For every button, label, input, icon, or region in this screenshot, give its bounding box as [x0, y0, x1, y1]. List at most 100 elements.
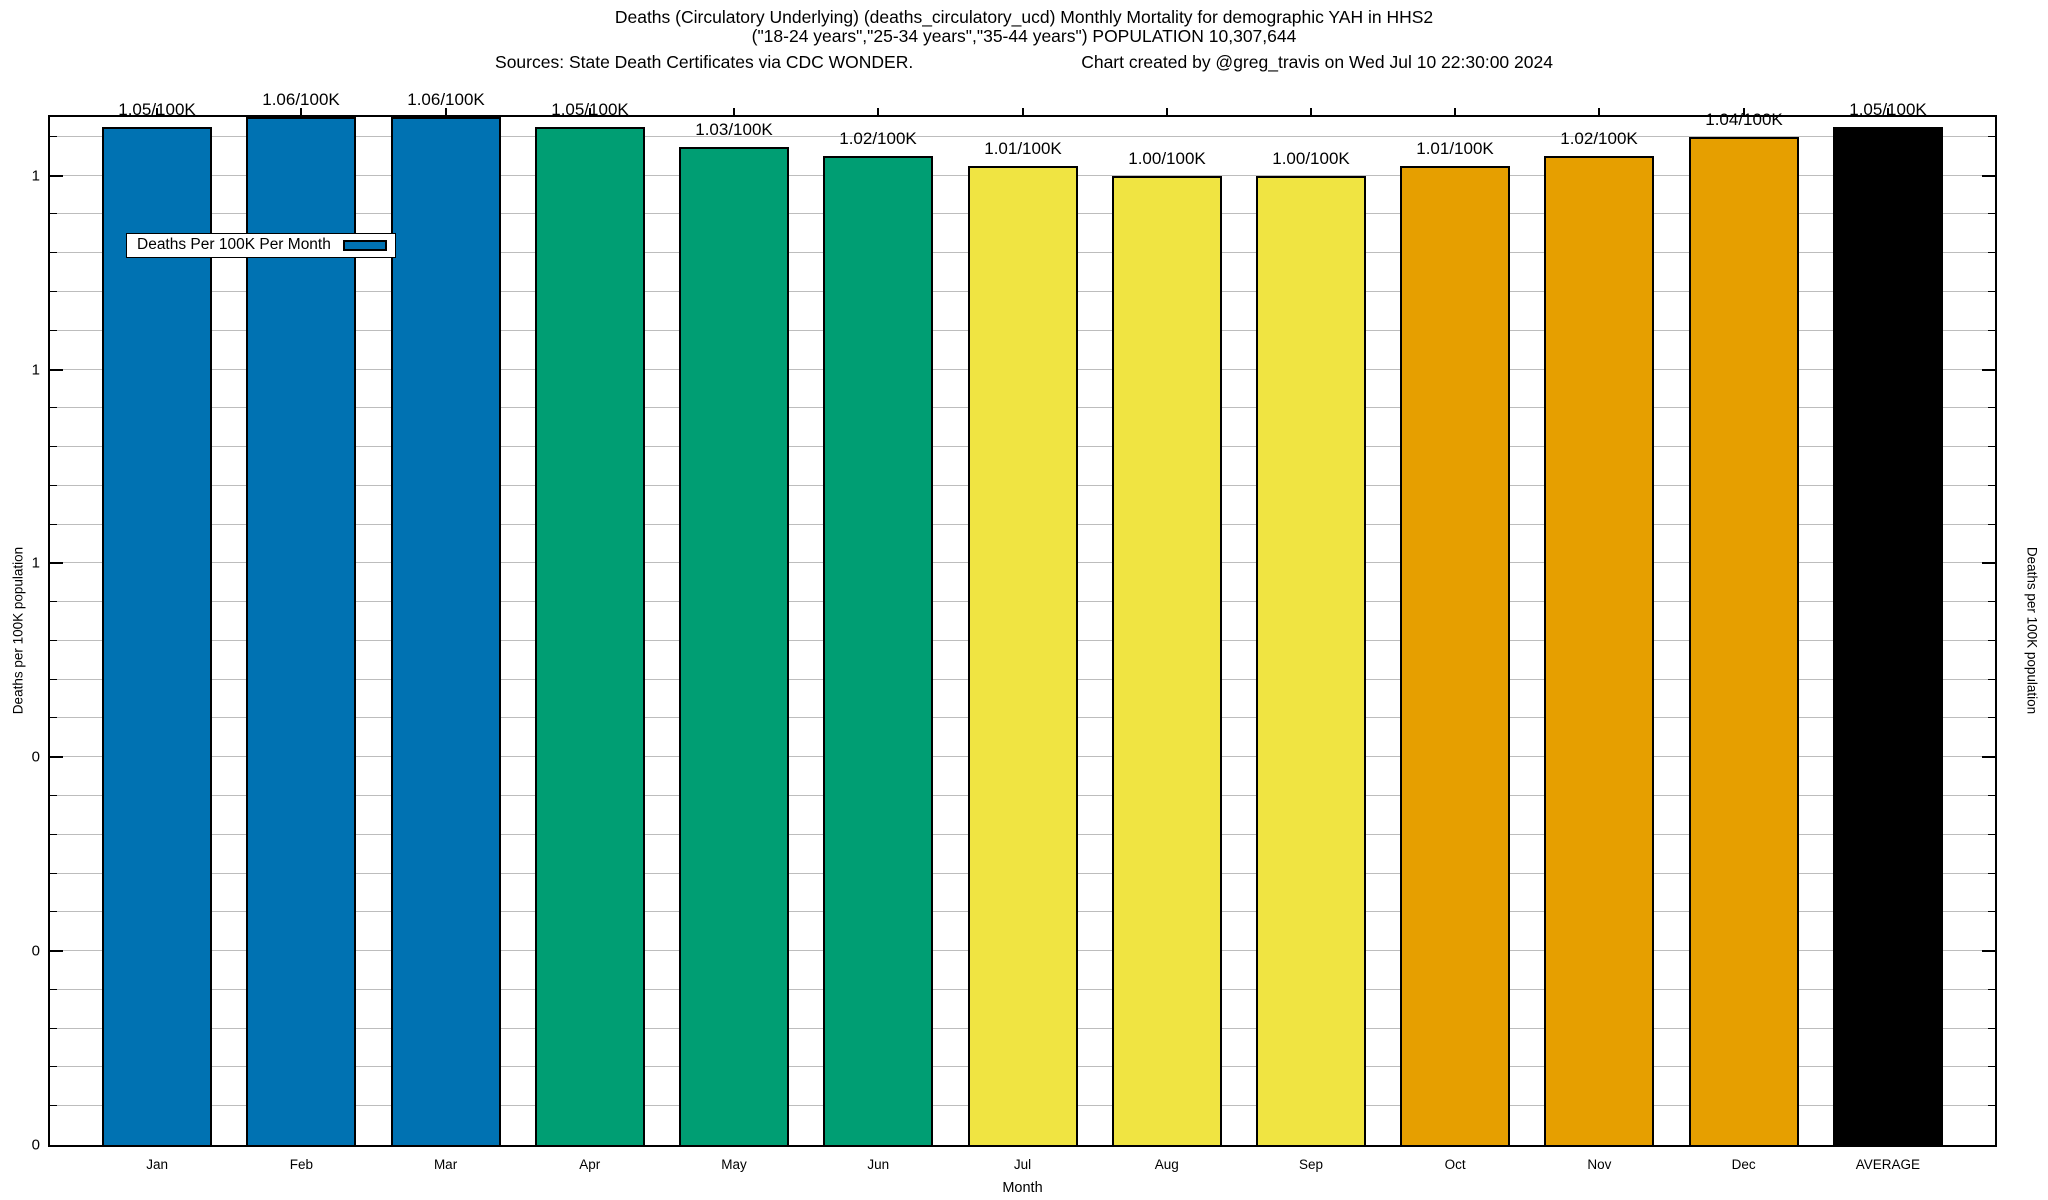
chart-title-line3: Sources: State Death Certificates via CD…	[0, 53, 2048, 72]
chart-credit-note: Chart created by @greg_travis on Wed Jul…	[1081, 52, 1553, 72]
y-minor-tick	[50, 1105, 57, 1106]
y-minor-tick	[50, 524, 57, 525]
y-tick-label: 0	[31, 1136, 40, 1154]
y-minor-tick	[50, 1028, 57, 1029]
bar-dec	[1689, 137, 1799, 1145]
y-minor-tick	[50, 640, 57, 641]
chart-title-line2: ("18-24 years","25-34 years","35-44 year…	[751, 26, 1297, 46]
plot-canvas: 1.05/100K1.06/100K1.06/100K1.05/100K1.03…	[50, 90, 1995, 1145]
y-minor-tick	[1988, 795, 1995, 796]
y-major-tick	[50, 562, 63, 564]
y-minor-tick	[50, 873, 57, 874]
y-axis-label-left: Deaths per 100K population	[10, 546, 26, 715]
y-minor-tick	[1988, 911, 1995, 912]
x-tick-label-nov: Nov	[1587, 1157, 1612, 1172]
y-minor-tick	[1988, 1028, 1995, 1029]
y-minor-tick	[50, 291, 57, 292]
x-top-tick	[1887, 108, 1889, 115]
bar-value-label: 1.01/100K	[984, 139, 1062, 158]
bar-may	[679, 147, 789, 1145]
bar-average	[1833, 127, 1943, 1145]
y-major-tick	[50, 175, 63, 177]
legend: Deaths Per 100K Per Month	[126, 233, 396, 258]
y-major-tick	[50, 950, 63, 952]
bar-jun	[823, 156, 933, 1145]
y-minor-tick	[50, 407, 57, 408]
x-top-tick	[300, 108, 302, 115]
y-minor-tick	[1988, 252, 1995, 253]
y-tick-label: 1	[31, 361, 40, 379]
x-top-tick	[156, 108, 158, 115]
y-major-tick	[50, 756, 63, 758]
y-axis-label-right: Deaths per 100K population	[2024, 546, 2040, 715]
y-minor-tick	[50, 1066, 57, 1067]
chart-sources-note: Sources: State Death Certificates via CD…	[495, 52, 914, 72]
y-major-tick	[1982, 562, 1995, 564]
y-major-tick	[1982, 756, 1995, 758]
legend-label: Deaths Per 100K Per Month	[137, 236, 331, 253]
y-minor-tick	[50, 911, 57, 912]
bar-jul	[968, 166, 1078, 1145]
y-minor-tick	[1988, 136, 1995, 137]
chart-header: Deaths (Circulatory Underlying) (deaths_…	[0, 8, 2048, 72]
y-minor-tick	[1988, 601, 1995, 602]
y-minor-tick	[1988, 291, 1995, 292]
bar-value-label: 1.00/100K	[1272, 149, 1350, 168]
y-minor-tick	[1988, 873, 1995, 874]
x-tick-label-may: May	[721, 1157, 747, 1172]
y-minor-tick	[50, 485, 57, 486]
x-tick-label-apr: Apr	[579, 1157, 601, 1172]
plot-area: 1.05/100K1.06/100K1.06/100K1.05/100K1.03…	[48, 90, 1997, 1147]
y-minor-tick	[50, 679, 57, 680]
x-tick-label-oct: Oct	[1444, 1157, 1466, 1172]
y-minor-tick	[1988, 485, 1995, 486]
bar-sep	[1256, 176, 1366, 1145]
y-minor-tick	[1988, 524, 1995, 525]
y-tick-label: 0	[31, 942, 40, 960]
x-tick-label-aug: Aug	[1154, 1157, 1179, 1172]
y-minor-tick	[50, 717, 57, 718]
y-minor-tick	[1988, 446, 1995, 447]
y-major-tick	[1982, 175, 1995, 177]
legend-swatch	[342, 239, 387, 251]
x-axis-label: Month	[1002, 1180, 1043, 1196]
y-minor-tick	[1988, 989, 1995, 990]
x-top-tick	[1743, 108, 1745, 115]
x-tick-label-feb: Feb	[289, 1157, 313, 1172]
bar-jan	[102, 127, 212, 1145]
y-tick-label: 1	[31, 554, 40, 572]
x-top-tick	[1166, 108, 1168, 115]
gridline	[50, 136, 1995, 137]
chart-title-line1: Deaths (Circulatory Underlying) (deaths_…	[614, 7, 1434, 27]
bar-aug	[1112, 176, 1222, 1145]
y-minor-tick	[50, 795, 57, 796]
bar-nov	[1544, 156, 1654, 1145]
x-top-tick	[445, 108, 447, 115]
y-minor-tick	[1988, 679, 1995, 680]
y-major-tick	[50, 369, 63, 371]
x-top-tick	[589, 108, 591, 115]
y-minor-tick	[1988, 1105, 1995, 1106]
x-top-tick	[1454, 108, 1456, 115]
x-top-tick	[1310, 108, 1312, 115]
bar-mar	[391, 117, 501, 1145]
bar-apr	[535, 127, 645, 1145]
y-minor-tick	[1988, 717, 1995, 718]
y-minor-tick	[1988, 1066, 1995, 1067]
y-minor-tick	[1988, 330, 1995, 331]
x-tick-label-jun: Jun	[867, 1157, 890, 1172]
y-major-tick	[1982, 950, 1995, 952]
bar-feb	[246, 117, 356, 1145]
x-top-tick	[1022, 108, 1024, 115]
bar-value-label: 1.00/100K	[1128, 149, 1206, 168]
y-minor-tick	[50, 989, 57, 990]
x-tick-label-dec: Dec	[1731, 1157, 1756, 1172]
x-top-tick	[877, 108, 879, 115]
y-minor-tick	[50, 252, 57, 253]
x-tick-label-sep: Sep	[1298, 1157, 1323, 1172]
y-tick-label: 1	[31, 167, 40, 185]
x-tick-label-jan: Jan	[146, 1157, 168, 1172]
bar-value-label: 1.06/100K	[262, 90, 340, 109]
y-minor-tick	[1988, 834, 1995, 835]
y-tick-label: 0	[31, 748, 40, 766]
